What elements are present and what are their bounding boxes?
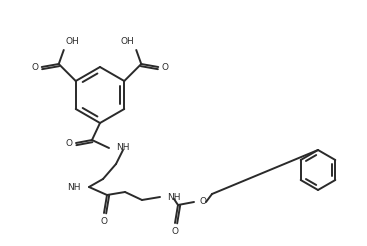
Text: NH: NH xyxy=(68,184,81,193)
Text: NH: NH xyxy=(116,143,130,153)
Text: OH: OH xyxy=(66,37,80,46)
Text: O: O xyxy=(162,62,169,72)
Text: NH: NH xyxy=(167,193,181,201)
Text: O: O xyxy=(101,216,108,226)
Text: O: O xyxy=(200,198,207,206)
Text: O: O xyxy=(65,138,73,148)
Text: O: O xyxy=(31,62,38,72)
Text: O: O xyxy=(171,227,178,235)
Text: OH: OH xyxy=(120,37,134,46)
